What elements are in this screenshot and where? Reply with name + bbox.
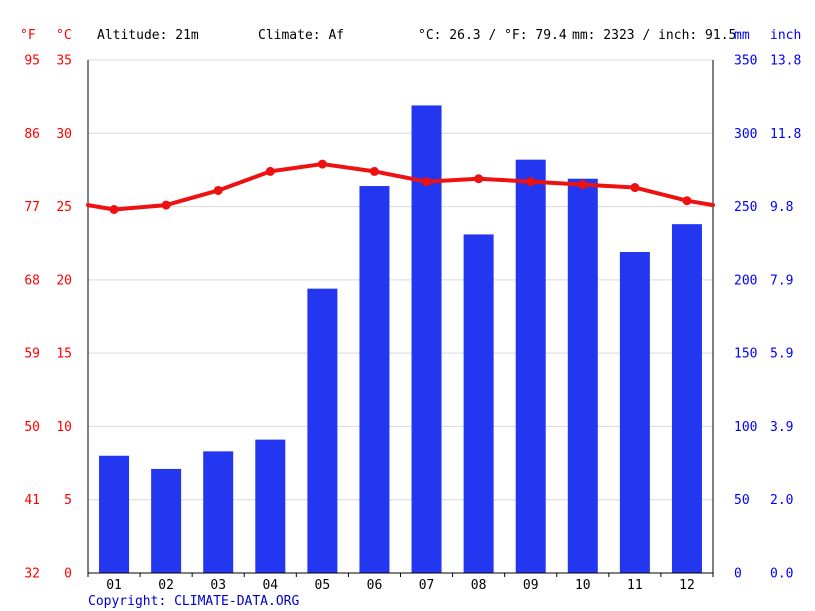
f-tick-label: 68 [24,273,40,288]
month-label: 12 [679,578,695,593]
c-tick-label: 5 [64,493,72,508]
precipitation-bar [151,468,182,573]
climate-info: Climate: Af [258,28,345,43]
c-tick-label: 35 [56,54,72,69]
mm-tick-label: 50 [734,493,750,508]
inch-tick-label: 3.9 [770,420,793,435]
temperature-point [109,205,119,215]
f-tick-label: 95 [24,54,40,69]
mm-tick-label: 100 [734,420,757,435]
temperature-point [578,180,588,190]
month-label: 10 [575,578,591,593]
month-label: 04 [262,578,278,593]
month-label: 07 [419,578,435,593]
c-tick-label: 0 [64,567,72,582]
inch-tick-label: 5.9 [770,347,793,362]
mm-tick-label: 350 [734,54,757,69]
mm-tick-label: 200 [734,273,757,288]
month-label: 06 [367,578,383,593]
copyright-prefix: Copyright: [88,594,175,609]
precipitation-bar [203,451,234,573]
temperature-point [369,166,379,176]
precipitation-bar [463,234,494,574]
temperature-point [317,159,327,169]
month-label: 08 [471,578,487,593]
month-label: 02 [158,578,174,593]
inch-tick-label: 9.8 [770,200,793,215]
inch-tick-label: 13.8 [770,54,801,69]
temperature-point [422,177,432,187]
temperature-point [213,185,223,195]
temperature-line [86,162,715,212]
mm-tick-label: 250 [734,200,757,215]
precipitation-bar [307,288,338,573]
inch-tick-label: 11.8 [770,127,801,142]
f-tick-label: 86 [24,127,40,142]
c-tick-label: 15 [56,347,72,362]
mm-tick-label: 150 [734,347,757,362]
precipitation-bar [619,252,650,573]
month-label: 05 [315,578,331,593]
month-label: 09 [523,578,539,593]
copyright: Copyright: CLIMATE-DATA.ORG [88,594,299,609]
f-tick-label: 77 [24,200,40,215]
temperature-point [161,200,171,210]
altitude-info: Altitude: 21m [97,28,199,43]
temperature-point [265,166,275,176]
temperature-point [474,174,484,184]
precipitation-bar [411,105,442,574]
c-axis-title: °C [56,28,72,43]
precipitation-bar [99,455,130,573]
climate-data-link[interactable]: CLIMATE-DATA.ORG [174,594,300,609]
f-tick-label: 32 [24,567,40,582]
f-tick-label: 50 [24,420,40,435]
month-label: 03 [210,578,226,593]
precipitation-bar [359,186,390,573]
temperature-point [526,177,536,187]
inch-tick-label: 7.9 [770,273,793,288]
temperature-summary: °C: 26.3 / °F: 79.4 [418,28,567,43]
precipitation-bar [567,178,598,574]
month-label: 01 [106,578,122,593]
c-tick-label: 30 [56,127,72,142]
c-tick-label: 20 [56,273,72,288]
precipitation-bar [255,439,286,573]
f-tick-label: 41 [24,493,40,508]
c-tick-label: 25 [56,200,72,215]
mm-tick-label: 300 [734,127,757,142]
inch-tick-label: 2.0 [770,493,793,508]
mm-axis-title: mm [734,28,750,43]
temperature-point [630,183,640,193]
temperature-point [682,196,692,206]
precipitation-summary: mm: 2323 / inch: 91.5 [572,28,737,43]
precipitation-bar [671,224,702,573]
mm-tick-label: 0 [734,567,742,582]
inch-axis-title: inch [770,28,802,43]
precipitation-bar [515,159,546,573]
inch-tick-label: 0.0 [770,567,793,582]
f-tick-label: 59 [24,347,40,362]
c-tick-label: 10 [56,420,72,435]
month-label: 11 [627,578,643,593]
f-axis-title: °F [20,28,36,43]
